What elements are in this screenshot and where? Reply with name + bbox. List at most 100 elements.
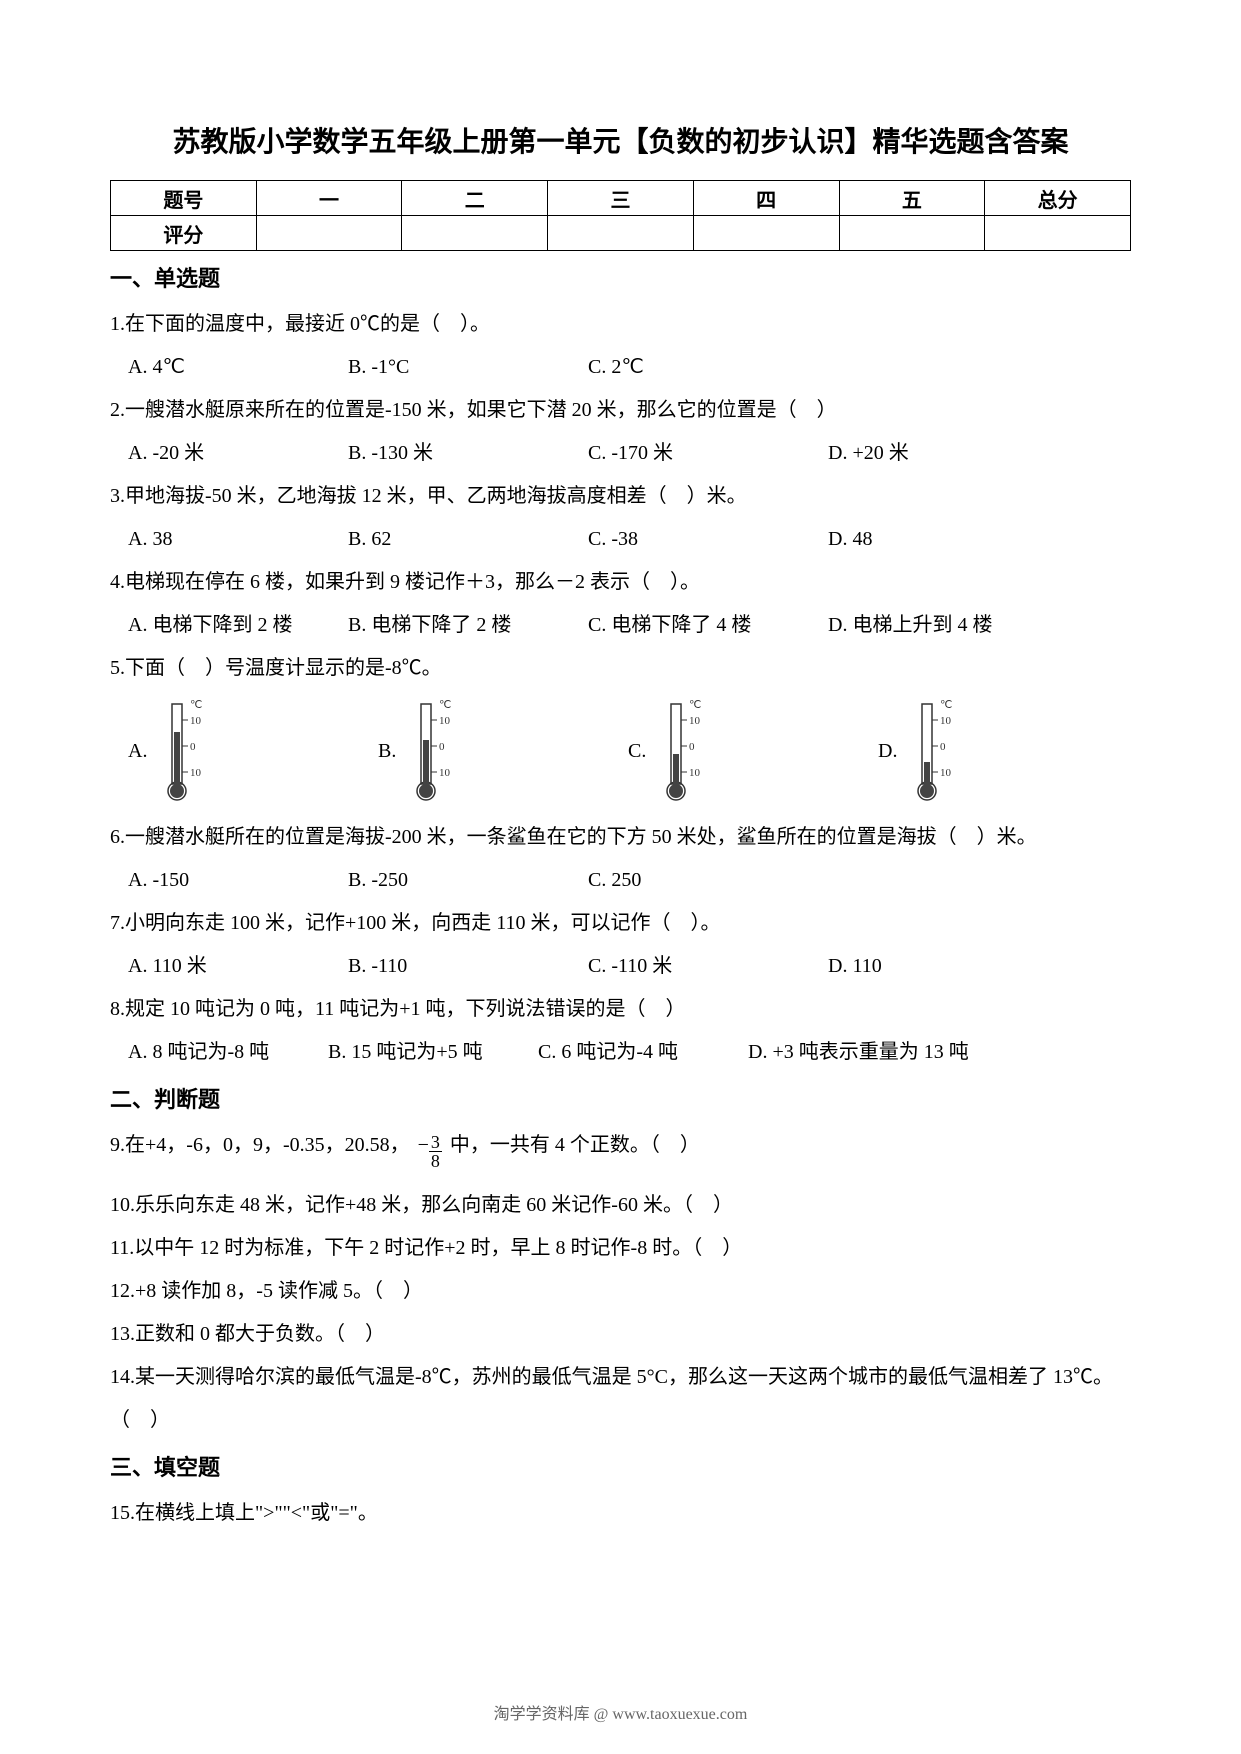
thermometer-icon: 10 0 10 ℃	[406, 696, 466, 806]
svg-text:10: 10	[190, 767, 202, 779]
question-9: 9.在+4，-6，0，9，-0.35，20.58， − 3 8 中，一共有 4 …	[110, 1124, 1131, 1166]
section-3-header: 三、填空题	[110, 1450, 1131, 1482]
exam-page: 苏教版小学数学五年级上册第一单元【负数的初步认识】精华选题含答案 题号 一 二 …	[0, 0, 1241, 1754]
option-b: B. 62	[348, 518, 588, 561]
thermometer-icon: 10010℃	[907, 696, 967, 806]
option-d: D. 110	[828, 945, 1048, 988]
table-row: 评分	[111, 216, 1131, 251]
option-c: C. 2℃	[588, 346, 828, 389]
question-3: 3.甲地海拔-50 米，乙地海拔 12 米，甲、乙两地海拔高度相差（ ）米。	[110, 475, 1131, 518]
svg-text:0: 0	[689, 741, 695, 753]
option-a: A. -20 米	[128, 432, 348, 475]
option-a: A. 38	[128, 518, 348, 561]
cell	[548, 216, 694, 251]
thermo-d: D. 10010℃	[878, 696, 1128, 806]
option-b: B. 电梯下降了 2 楼	[348, 604, 588, 647]
table-row: 题号 一 二 三 四 五 总分	[111, 181, 1131, 216]
question-7: 7.小明向东走 100 米，记作+100 米，向西走 110 米，可以记作（ ）…	[110, 902, 1131, 945]
option-a: A. 4℃	[128, 346, 348, 389]
option-c: C. 250	[588, 859, 828, 902]
svg-text:10: 10	[689, 715, 701, 727]
question-4: 4.电梯现在停在 6 楼，如果升到 9 楼记作＋3，那么－2 表示（ ）。	[110, 561, 1131, 604]
question-2: 2.一艘潜水艇原来所在的位置是-150 米，如果它下潜 20 米，那么它的位置是…	[110, 389, 1131, 432]
section-2-header: 二、判断题	[110, 1082, 1131, 1114]
cell: 五	[839, 181, 985, 216]
fraction: 3 8	[429, 1133, 442, 1170]
options-6: A. -150 B. -250 C. 250	[110, 859, 1131, 902]
options-4: A. 电梯下降到 2 楼 B. 电梯下降了 2 楼 C. 电梯下降了 4 楼 D…	[110, 604, 1131, 647]
fraction-den: 8	[429, 1152, 442, 1170]
options-2: A. -20 米 B. -130 米 C. -170 米 D. +20 米	[110, 432, 1131, 475]
question-6: 6.一艘潜水艇所在的位置是海拔-200 米，一条鲨鱼在它的下方 50 米处，鲨鱼…	[110, 816, 1131, 859]
q9-pre: 9.在+4，-6，0，9，-0.35，20.58，	[110, 1124, 410, 1166]
option-b: B. -130 米	[348, 432, 588, 475]
section-1-header: 一、单选题	[110, 261, 1131, 293]
score-table: 题号 一 二 三 四 五 总分 评分	[110, 180, 1131, 251]
svg-text:℃: ℃	[940, 699, 952, 711]
thermo-a: A. 10 0 10 ℃	[128, 696, 378, 806]
svg-text:℃: ℃	[439, 699, 451, 711]
fraction-num: 3	[429, 1133, 442, 1152]
cell: 一	[256, 181, 402, 216]
svg-text:10: 10	[940, 715, 952, 727]
option-label: B.	[378, 740, 396, 763]
option-label: D.	[878, 740, 897, 763]
thermometer-row: A. 10 0 10 ℃ B. 10 0 10 ℃ C. 10 0 10 ℃ D. 10 0 10 ℃	[110, 696, 1131, 806]
option-b: B. -250	[348, 859, 588, 902]
cell	[402, 216, 548, 251]
option-d: D. 电梯上升到 4 楼	[828, 604, 1048, 647]
thermo-b: B. 10 0 10 ℃	[378, 696, 628, 806]
svg-text:℃: ℃	[190, 699, 202, 711]
option-a: A. 110 米	[128, 945, 348, 988]
option-b: B. -1°C	[348, 346, 588, 389]
option-c: C. -110 米	[588, 945, 828, 988]
cell: 四	[693, 181, 839, 216]
option-c: C. 电梯下降了 4 楼	[588, 604, 828, 647]
svg-text:10: 10	[940, 767, 952, 779]
question-8: 8.规定 10 吨记为 0 吨，11 吨记为+1 吨，下列说法错误的是（ ）	[110, 988, 1131, 1031]
cell: 题号	[111, 181, 257, 216]
question-13: 13.正数和 0 都大于负数。（ ）	[110, 1313, 1131, 1356]
svg-text:0: 0	[439, 741, 445, 753]
option-a: A. -150	[128, 859, 348, 902]
cell: 二	[402, 181, 548, 216]
option-label: C.	[628, 740, 646, 763]
cell: 三	[548, 181, 694, 216]
option-d: D. +3 吨表示重量为 13 吨	[748, 1031, 969, 1074]
option-label: A.	[128, 740, 147, 763]
fraction-sign: −	[418, 1124, 429, 1166]
option-c: C. -38	[588, 518, 828, 561]
thermometer-icon: 10 0 10 ℃	[656, 696, 716, 806]
option-d: D. +20 米	[828, 432, 1048, 475]
option-b: B. 15 吨记为+5 吨	[328, 1031, 538, 1074]
cell	[693, 216, 839, 251]
svg-text:℃: ℃	[689, 699, 701, 711]
thermo-c: C. 10 0 10 ℃	[628, 696, 878, 806]
svg-text:10: 10	[190, 715, 202, 727]
question-11: 11.以中午 12 时为标准，下午 2 时记作+2 时，早上 8 时记作-8 时…	[110, 1227, 1131, 1270]
svg-text:10: 10	[439, 715, 451, 727]
options-3: A. 38 B. 62 C. -38 D. 48	[110, 518, 1131, 561]
svg-text:0: 0	[190, 741, 196, 753]
option-c: C. -170 米	[588, 432, 828, 475]
option-c: C. 6 吨记为-4 吨	[538, 1031, 748, 1074]
options-1: A. 4℃ B. -1°C C. 2℃	[110, 346, 1131, 389]
q9-post: 中，一共有 4 个正数。（ ）	[450, 1124, 700, 1166]
svg-text:10: 10	[439, 767, 451, 779]
cell	[256, 216, 402, 251]
option-a: A. 8 吨记为-8 吨	[128, 1031, 328, 1074]
question-1: 1.在下面的温度中，最接近 0℃的是（ ）。	[110, 303, 1131, 346]
options-7: A. 110 米 B. -110 C. -110 米 D. 110	[110, 945, 1131, 988]
cell: 总分	[985, 181, 1131, 216]
page-footer: 淘学学资料库 @ www.taoxuexue.com	[0, 1700, 1241, 1724]
question-14: 14.某一天测得哈尔滨的最低气温是-8℃，苏州的最低气温是 5°C，那么这一天这…	[110, 1356, 1131, 1442]
page-title: 苏教版小学数学五年级上册第一单元【负数的初步认识】精华选题含答案	[110, 120, 1131, 160]
option-d: D. 48	[828, 518, 1048, 561]
cell	[985, 216, 1131, 251]
svg-text:10: 10	[689, 767, 701, 779]
question-5: 5.下面（ ）号温度计显示的是-8℃。	[110, 647, 1131, 690]
question-10: 10.乐乐向东走 48 米，记作+48 米，那么向南走 60 米记作-60 米。…	[110, 1184, 1131, 1227]
cell	[839, 216, 985, 251]
question-15: 15.在横线上填上">""<"或"="。	[110, 1492, 1131, 1535]
option-a: A. 电梯下降到 2 楼	[128, 604, 348, 647]
